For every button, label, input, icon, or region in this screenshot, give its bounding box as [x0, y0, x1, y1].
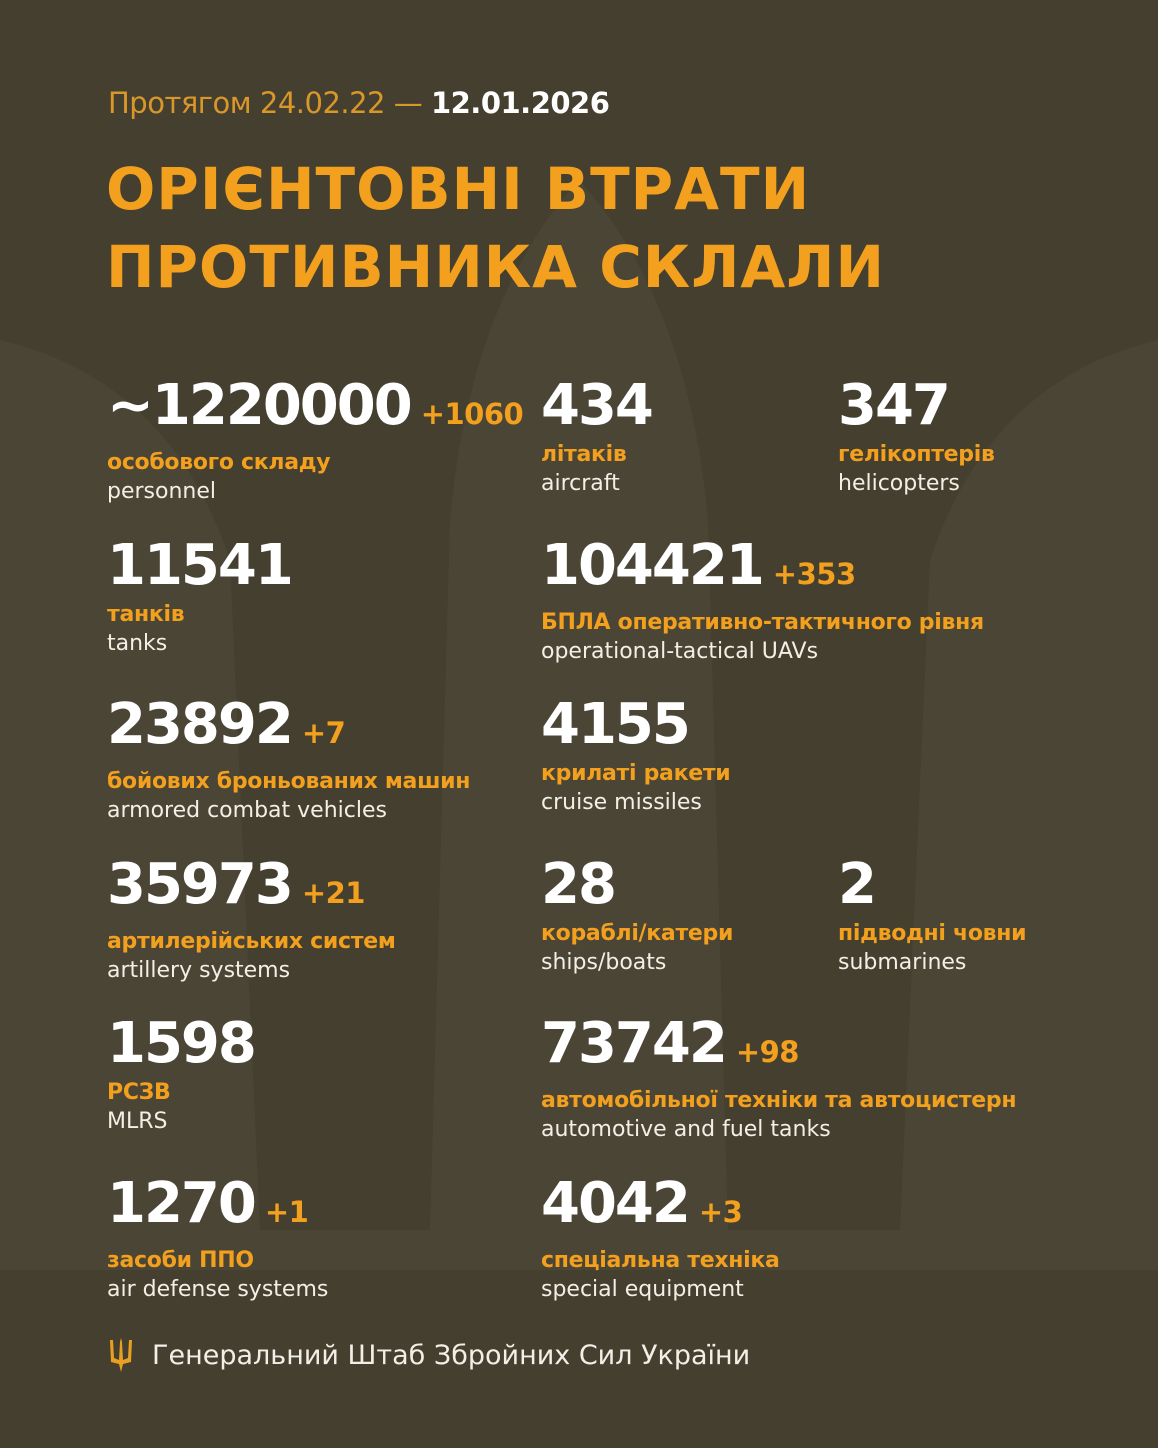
stat-label-en: MLRS — [107, 1109, 168, 1134]
stat-number: 4042 — [541, 1170, 691, 1236]
stat-value: ~1220000 +1060 — [107, 373, 524, 444]
stat-item: 1270 +1 засоби ППО air defense systems — [107, 1170, 329, 1302]
footer: Генеральний Штаб Збройних Сил України — [108, 1338, 750, 1372]
stat-item: 434 літаків aircraft — [541, 373, 654, 497]
stat-label-en: cruise missiles — [541, 790, 702, 815]
title-line-1: ОРІЄНТОВНІ ВТРАТИ — [106, 155, 811, 223]
stat-label-ua: танків — [107, 601, 185, 627]
trident-icon — [110, 1338, 132, 1372]
stat-label-ua: особового складу — [107, 450, 331, 475]
stat-value: 28 — [541, 851, 733, 917]
stat-value: 4155 — [541, 695, 730, 755]
stat-value: 434 — [541, 373, 654, 438]
stat-delta: +1060 — [420, 397, 524, 431]
stat-label-en: aircraft — [541, 471, 620, 496]
stat-label-ua: автомобільної техніки та автоцистерн — [541, 1088, 1017, 1113]
stat-label-ua: гелікоптерів — [838, 442, 995, 467]
stat-label-ua: БПЛА оперативно-тактичного рівня — [541, 609, 984, 635]
footer-text: Генеральний Штаб Збройних Сил України — [152, 1339, 751, 1371]
stat-delta: +1 — [264, 1194, 309, 1229]
stat-value: 347 — [838, 376, 995, 436]
stat-item: 73742 +98 автомобільної техніки та автоцис… — [541, 1014, 1017, 1143]
stat-delta: +353 — [772, 556, 856, 591]
stat-value: 4042 +3 — [541, 1170, 780, 1242]
stat-delta: +98 — [735, 1035, 800, 1069]
stat-item: 4042 +3 спеціальна техніка special equipmen… — [541, 1170, 780, 1302]
stat-label-ua: крилаті ракети — [541, 761, 731, 786]
stat-item: ~1220000 +1060 особового складу personnel — [107, 373, 524, 505]
stat-number: 2 — [838, 851, 877, 917]
stat-label-en: tanks — [107, 630, 168, 656]
page-title: ОРІЄНТОВНІ ВТРАТИ ПРОТИВНИКА СКЛАЛИ — [106, 150, 885, 306]
stat-number: 73742 — [541, 1011, 728, 1076]
stat-label-en: automotive and fuel tanks — [541, 1117, 831, 1142]
period-subtitle: Протягом 24.02.22 — 12.01.2026 — [108, 86, 610, 120]
stat-item: 35973 +21 артилерійських систем artillery s… — [107, 851, 396, 983]
stat-number: 28 — [541, 851, 617, 917]
stat-label-en: special equipment — [541, 1276, 744, 1302]
stat-value: 104421 +353 — [541, 532, 984, 604]
stat-delta: +21 — [301, 875, 366, 910]
stat-number: 1270 — [107, 1170, 257, 1236]
stat-label-en: submarines — [838, 949, 967, 975]
stat-number: 23892 — [107, 692, 294, 757]
stat-number: 11541 — [107, 532, 294, 598]
period-end-date: 12.01.2026 — [430, 86, 610, 120]
stat-number: 347 — [838, 373, 951, 438]
stat-item: 4155 крилаті ракети cruise missiles — [541, 695, 731, 816]
stat-label-ua: бойових броньованих машин — [107, 769, 471, 794]
stat-number: 104421 — [541, 532, 765, 598]
stat-label-en: artillery systems — [107, 957, 291, 983]
period-prefix: Протягом 24.02.22 — — [108, 86, 423, 120]
stat-item: 347 гелікоптерів helicopters — [838, 376, 995, 497]
stat-item: 11541 танків tanks — [107, 532, 294, 656]
stat-label-ua: спеціальна техніка — [541, 1247, 780, 1273]
stat-value: 23892 +7 — [107, 695, 470, 763]
stat-label-en: armored combat vehicles — [107, 798, 387, 823]
stat-value: 1598 — [107, 1011, 257, 1076]
stat-item: 2 підводні човни submarines — [838, 851, 1027, 975]
stat-label-en: air defense systems — [107, 1276, 329, 1302]
stat-item: 28 кораблі/катери ships/boats — [541, 851, 734, 975]
stat-value: 1270 +1 — [107, 1170, 328, 1242]
stat-value: 73742 +98 — [541, 1014, 1016, 1082]
stat-label-ua: засоби ППО — [107, 1247, 254, 1273]
title-line-2: ПРОТИВНИКА СКЛАЛИ — [106, 233, 885, 301]
stat-number: 1598 — [107, 1011, 257, 1076]
stat-item: 104421 +353 БПЛА оперативно-тактичного рів… — [541, 532, 984, 664]
stat-delta: +7 — [301, 716, 346, 750]
stat-value: 35973 +21 — [107, 851, 396, 923]
stat-item: 1598 РСЗВ MLRS — [107, 1011, 257, 1135]
stat-label-en: ships/boats — [541, 949, 667, 975]
stat-label-en: helicopters — [838, 471, 960, 496]
stat-value: 11541 — [107, 532, 294, 598]
stat-label-ua: РСЗВ — [107, 1080, 171, 1105]
stat-item: 23892 +7 бойових броньованих машин armored … — [107, 695, 471, 824]
stat-number: 35973 — [107, 851, 294, 917]
stat-delta: +3 — [698, 1194, 743, 1229]
stat-label-ua: підводні човни — [838, 920, 1027, 946]
stat-label-en: operational-tactical UAVs — [541, 638, 819, 664]
stat-label-ua: літаків — [541, 442, 627, 467]
stat-value: 2 — [838, 851, 1026, 917]
stat-label-en: personnel — [107, 479, 217, 504]
stat-label-ua: кораблі/катери — [541, 920, 734, 946]
stat-number: 4155 — [541, 692, 691, 757]
stat-number: 434 — [541, 373, 654, 438]
stat-label-ua: артилерійських систем — [107, 928, 396, 954]
stat-number: ~1220000 — [107, 373, 413, 438]
